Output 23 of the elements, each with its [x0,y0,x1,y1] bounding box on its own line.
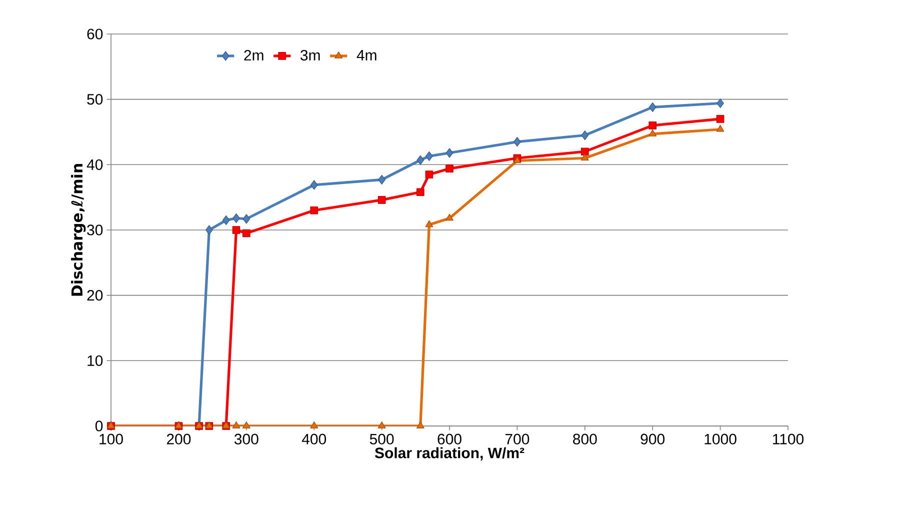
x-tick-label: 200 [166,434,191,444]
x-tick-label: 600 [438,434,462,444]
y-axis-title: Discharge,ℓ/min [71,164,86,296]
y-tick-label: 60 [87,28,103,40]
x-tick-label: 400 [302,434,326,444]
legend-label: 4m [356,50,376,60]
y-tick-label: 10 [88,355,103,366]
y-tick-label: 50 [87,94,103,105]
y-tick-label: 30 [87,224,103,236]
x-tick-label: 500 [370,434,394,444]
y-tick-label: 20 [87,290,103,301]
x-tick-label: 700 [505,434,530,444]
x-tick-label: 1000 [704,434,736,444]
x-tick-label: 800 [573,434,597,444]
x-tick-label: 900 [640,434,665,444]
y-tick-label: 0 [95,420,103,432]
legend-label: 3m [300,50,320,61]
legend-label: 2m [244,50,264,60]
x-tick-label: 100 [100,434,123,444]
x-tick-label: 1100 [773,434,804,444]
x-tick-label: 300 [234,434,258,444]
y-tick-label: 40 [86,159,103,170]
x-axis-title: Solar radiation, W/m² [374,447,524,460]
